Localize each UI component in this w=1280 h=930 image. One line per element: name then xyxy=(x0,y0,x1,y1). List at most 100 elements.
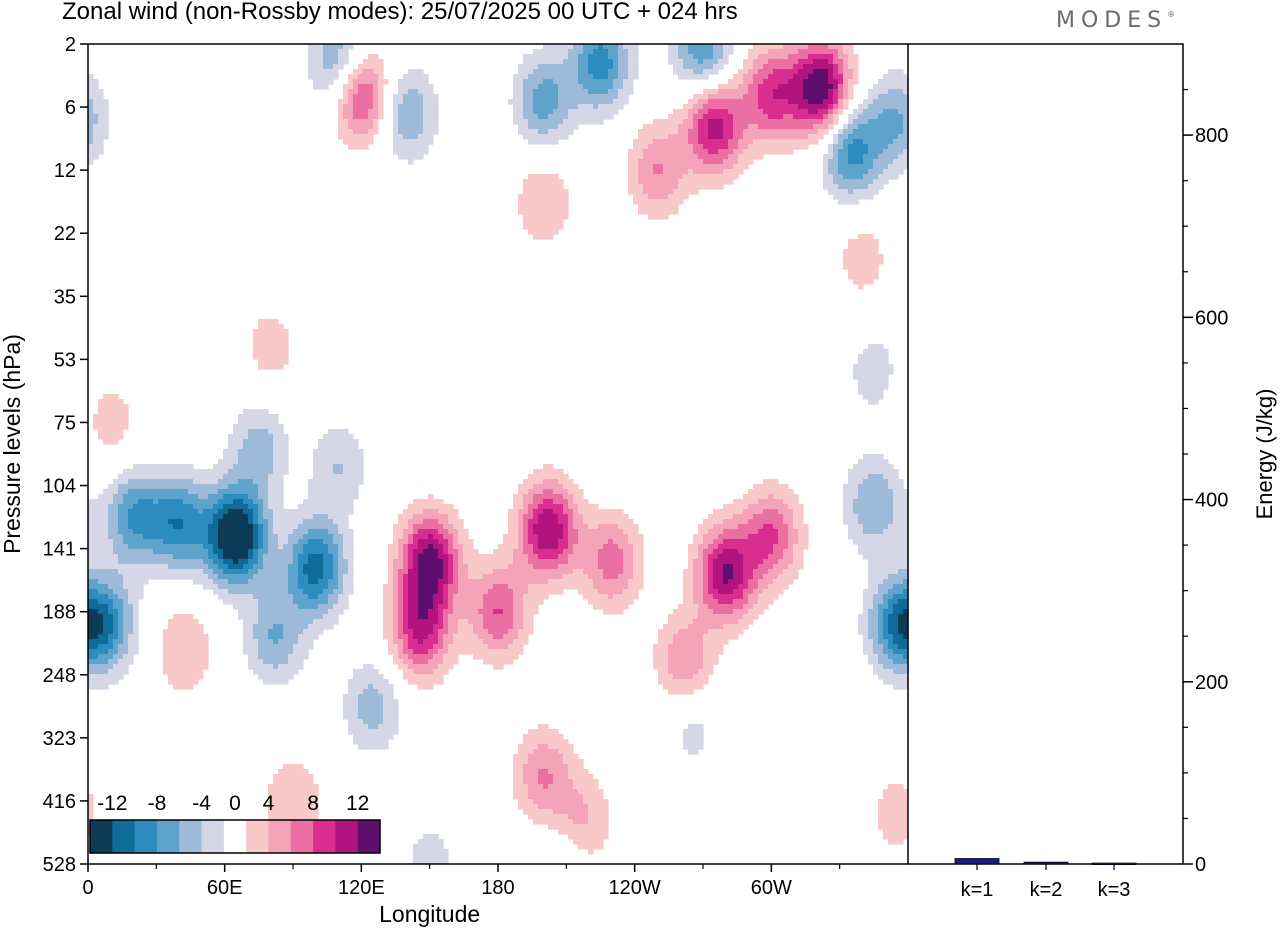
wind-cell xyxy=(868,139,874,145)
wind-cell xyxy=(823,179,829,185)
wind-cell xyxy=(118,574,124,580)
wind-cell xyxy=(318,84,324,90)
wind-cell xyxy=(718,539,724,545)
wind-cell xyxy=(108,489,114,495)
wind-cell xyxy=(268,514,274,520)
wind-cell xyxy=(148,569,154,575)
wind-cell xyxy=(93,524,99,530)
wind-cell xyxy=(573,539,579,545)
wind-cell xyxy=(533,84,539,90)
wind-cell xyxy=(348,119,354,125)
wind-cell xyxy=(203,554,209,560)
wind-cell xyxy=(863,469,869,475)
wind-cell xyxy=(888,144,894,150)
wind-cell xyxy=(803,94,809,100)
wind-cell xyxy=(563,124,569,130)
wind-cell xyxy=(873,104,879,110)
wind-cell xyxy=(538,124,544,130)
wind-cell xyxy=(463,554,469,560)
wind-cell xyxy=(538,139,544,145)
wind-cell xyxy=(403,519,409,525)
wind-cell xyxy=(828,179,834,185)
wind-cell xyxy=(238,494,244,500)
wind-cell xyxy=(783,44,789,50)
wind-cell xyxy=(768,479,774,485)
wind-cell xyxy=(113,409,119,415)
wind-cell xyxy=(468,554,474,560)
wind-cell xyxy=(853,189,859,195)
wind-cell xyxy=(398,104,404,110)
wind-cell xyxy=(803,524,809,530)
wind-cell xyxy=(868,364,874,370)
wind-cell xyxy=(598,509,604,515)
wind-cell xyxy=(283,539,289,545)
wind-cell xyxy=(793,139,799,145)
wind-cell xyxy=(798,529,804,535)
wind-cell xyxy=(348,474,354,480)
wind-cell xyxy=(593,559,599,565)
wind-cell xyxy=(853,154,859,160)
wind-cell xyxy=(323,574,329,580)
wind-cell xyxy=(343,119,349,125)
wind-cell xyxy=(428,544,434,550)
wind-cell xyxy=(668,164,674,170)
wind-cell xyxy=(698,174,704,180)
wind-cell xyxy=(283,569,289,575)
wind-cell xyxy=(408,69,414,75)
wind-cell xyxy=(853,239,859,245)
wind-cell xyxy=(853,184,859,190)
wind-cell xyxy=(273,324,279,330)
wind-cell xyxy=(98,404,104,410)
wind-cell xyxy=(898,484,904,490)
wind-cell xyxy=(493,569,499,575)
wind-cell xyxy=(658,139,664,145)
wind-cell xyxy=(528,219,534,225)
wind-cell xyxy=(498,559,504,565)
wind-cell xyxy=(743,94,749,100)
wind-cell xyxy=(453,554,459,560)
wind-cell xyxy=(523,59,529,65)
wind-cell xyxy=(758,139,764,145)
wind-cell xyxy=(728,164,734,170)
wind-cell xyxy=(328,449,334,455)
wind-cell xyxy=(868,399,874,405)
wind-cell xyxy=(248,539,254,545)
wind-cell xyxy=(833,159,839,165)
wind-cell xyxy=(853,74,859,80)
wind-cell xyxy=(888,79,894,85)
wind-cell xyxy=(703,94,709,100)
wind-cell xyxy=(228,564,234,570)
wind-cell xyxy=(693,534,699,540)
wind-cell xyxy=(893,134,899,140)
wind-cell xyxy=(528,554,534,560)
wind-cell xyxy=(618,69,624,75)
wind-cell xyxy=(543,104,549,110)
wind-cell xyxy=(633,74,639,80)
wind-cell xyxy=(768,114,774,120)
wind-cell xyxy=(863,234,869,240)
wind-cell xyxy=(728,139,734,145)
wind-cell xyxy=(143,559,149,565)
wind-cell xyxy=(703,134,709,140)
wind-cell xyxy=(248,504,254,510)
wind-cell xyxy=(658,194,664,200)
wind-cell xyxy=(138,504,144,510)
wind-cell xyxy=(903,524,909,530)
wind-cell xyxy=(893,474,899,480)
wind-cell xyxy=(348,504,354,510)
wind-cell xyxy=(143,544,149,550)
wind-cell xyxy=(563,114,569,120)
wind-cell xyxy=(118,564,124,570)
wind-cell xyxy=(698,544,704,550)
wind-cell xyxy=(748,124,754,130)
wind-cell xyxy=(118,489,124,495)
wind-cell xyxy=(98,124,104,130)
wind-cell xyxy=(263,429,269,435)
wind-cell xyxy=(428,114,434,120)
wind-cell xyxy=(703,44,709,50)
wind-cell xyxy=(748,504,754,510)
wind-cell xyxy=(123,509,129,515)
wind-cell xyxy=(128,549,134,555)
wind-cell xyxy=(833,179,839,185)
wind-cell xyxy=(673,194,679,200)
